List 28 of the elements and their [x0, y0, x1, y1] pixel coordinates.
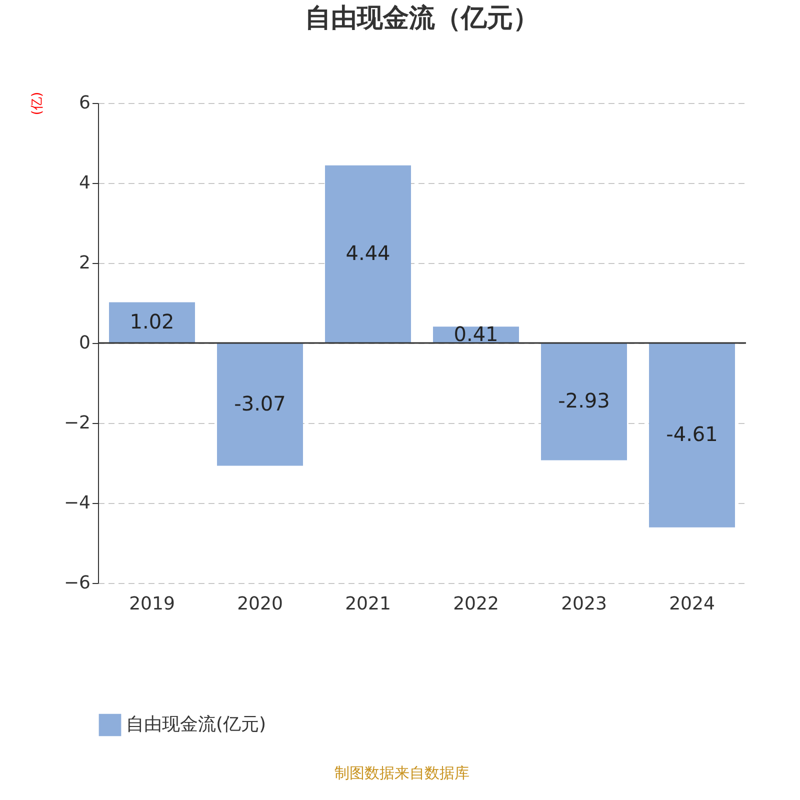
text: 制图数据来自数据库	[334, 764, 470, 782]
y-tick-label: 2	[79, 252, 90, 274]
y-tick-label: 6	[79, 92, 90, 114]
data-label: 1.02	[130, 310, 174, 334]
data-label: 0.41	[454, 322, 498, 346]
data-label: -2.93	[558, 388, 610, 413]
bar	[649, 343, 735, 528]
bar	[325, 165, 411, 343]
chart-title: 自由现金流（亿元）	[305, 3, 539, 34]
x-tick-label: 2024	[669, 594, 715, 614]
bar	[541, 343, 627, 460]
y-tick-label: 4	[79, 172, 90, 194]
x-tick-label: 2020	[237, 594, 283, 614]
x-tick-label: 2021	[345, 594, 391, 614]
y-axis-title: (亿)	[30, 92, 45, 116]
x-tick-label: 2023	[561, 594, 607, 614]
y-tick-label: 0	[79, 332, 90, 354]
y-tick-label: −6	[64, 572, 90, 594]
data-label: -3.07	[234, 391, 286, 416]
x-tick-label: 2019	[129, 594, 175, 614]
legend-label: 自由现金流(亿元)	[126, 714, 266, 735]
data-label: 4.44	[346, 241, 390, 266]
y-tick-label: −4	[64, 492, 90, 514]
bar	[109, 302, 195, 343]
bar	[217, 343, 303, 466]
data-label: -4.61	[666, 422, 718, 446]
x-tick-label: 2022	[453, 594, 499, 614]
y-tick-label: −2	[64, 412, 90, 434]
